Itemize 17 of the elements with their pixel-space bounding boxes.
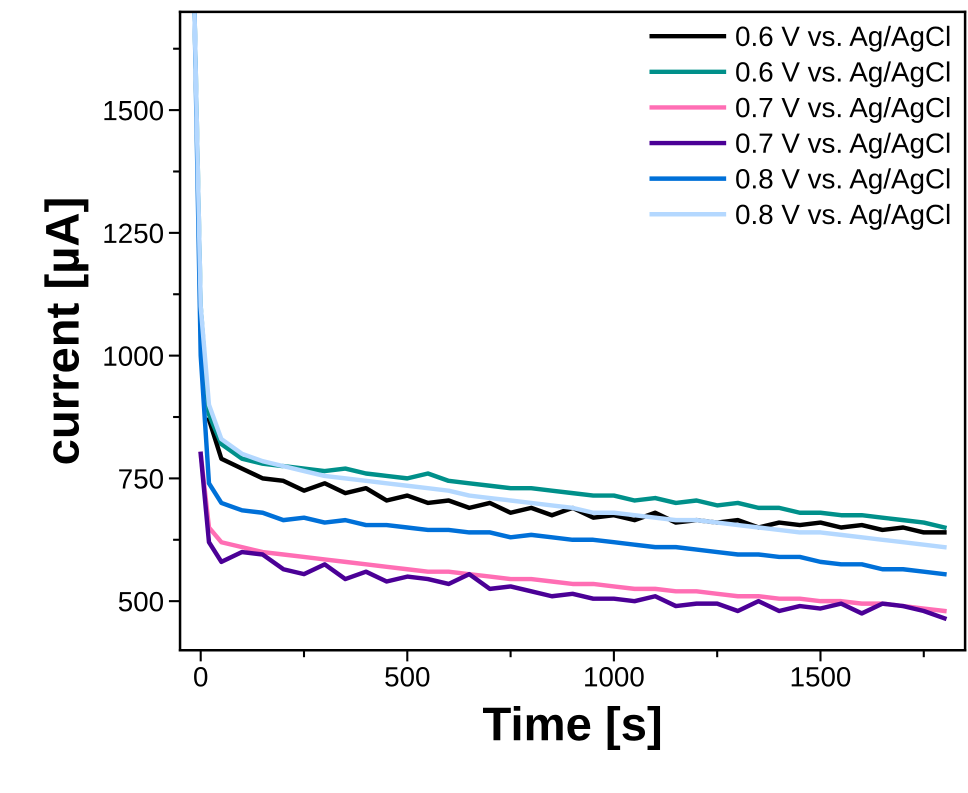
- legend-label: 0.8 V vs. Ag/AgCl: [736, 168, 950, 194]
- x-tick-label: 1000: [585, 666, 644, 687]
- legend-label: 0.6 V vs. Ag/AgCl: [736, 61, 950, 88]
- y-tick-label: 750: [119, 469, 163, 489]
- y-tick-label: 1500: [104, 100, 163, 120]
- legend-label: 0.8 V vs. Ag/AgCl: [736, 204, 950, 230]
- x-tick-label: 1500: [792, 666, 850, 687]
- y-tick-label: 1000: [104, 346, 163, 366]
- x-tick-label: 500: [385, 666, 430, 687]
- legend-label: 0.7 V vs. Ag/AgCl: [736, 97, 950, 123]
- y-tick-label: 500: [118, 592, 163, 612]
- y-axis-title: current [µA]: [44, 199, 88, 464]
- legend-label: 0.7 V vs. Ag/AgCl: [736, 132, 950, 159]
- y-tick-label: 1250: [104, 224, 163, 244]
- x-tick-label: 0: [194, 666, 208, 687]
- x-axis-title: Time [s]: [482, 706, 660, 750]
- legend-label: 0.6 V vs. Ag/AgCl: [736, 26, 950, 52]
